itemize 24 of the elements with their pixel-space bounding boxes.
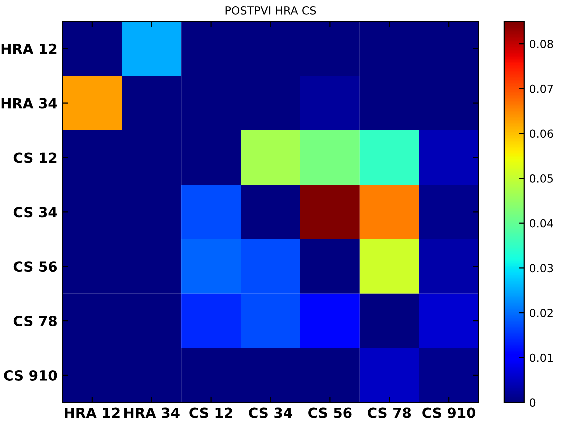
y-tick-label: CS 910 — [4, 370, 58, 381]
y-tick-label: CS 12 — [14, 152, 57, 164]
color-bar-label: 0.07 — [530, 84, 554, 94]
x-tick-label: CS 12 — [190, 408, 232, 418]
y-tick-label: CS 56 — [14, 262, 58, 272]
x-tick-label: CS 56 — [308, 408, 352, 418]
color-bar-label: 0.08 — [530, 40, 554, 48]
y-tick-label: CS 78 — [14, 316, 57, 327]
color-bar-label: 0.03 — [530, 264, 554, 273]
color-bar-label: 0.06 — [530, 130, 554, 138]
y-tick-label: CS 34 — [14, 207, 58, 218]
color-bar-label: 0.01 — [530, 354, 553, 362]
x-tick-label: HRA 12 — [65, 408, 120, 418]
color-bar-label: 0.02 — [530, 309, 553, 318]
chart-title: POSTPVI HRA CS — [226, 6, 316, 15]
color-bar-label: 0 — [530, 398, 536, 408]
x-tick-label: CS 910 — [422, 408, 476, 418]
x-tick-label: HRA 34 — [124, 408, 180, 418]
x-tick-label: CS 34 — [249, 408, 292, 418]
color-bar-label: 0.05 — [530, 174, 554, 183]
color-bar-label: 0.04 — [530, 219, 554, 228]
x-tick-label: CS 78 — [368, 408, 412, 418]
y-tick-label: HRA 12 — [2, 44, 57, 54]
y-tick-label: HRA 34 — [2, 98, 58, 109]
